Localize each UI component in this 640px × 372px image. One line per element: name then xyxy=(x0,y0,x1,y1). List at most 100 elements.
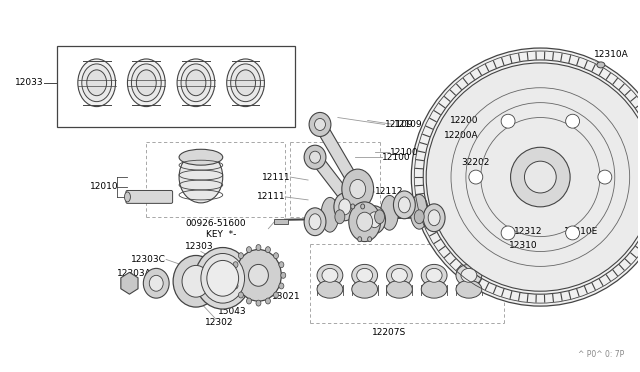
Circle shape xyxy=(412,48,640,306)
Ellipse shape xyxy=(149,275,163,291)
Ellipse shape xyxy=(195,247,250,309)
Ellipse shape xyxy=(233,262,238,268)
Polygon shape xyxy=(315,121,363,192)
Ellipse shape xyxy=(421,280,447,298)
Ellipse shape xyxy=(207,260,239,296)
Ellipse shape xyxy=(182,265,210,297)
Ellipse shape xyxy=(461,268,477,282)
Ellipse shape xyxy=(426,268,442,282)
Circle shape xyxy=(511,147,570,207)
Ellipse shape xyxy=(124,192,131,202)
Ellipse shape xyxy=(246,298,252,304)
Circle shape xyxy=(501,114,515,128)
Text: 12010: 12010 xyxy=(90,183,118,192)
Ellipse shape xyxy=(143,268,169,298)
Ellipse shape xyxy=(367,237,372,242)
Bar xyxy=(57,46,295,128)
Text: ^ P0^ 0: 7P: ^ P0^ 0: 7P xyxy=(578,350,624,359)
Text: KEY  *-: KEY *- xyxy=(205,230,236,239)
Text: 12303: 12303 xyxy=(184,242,213,251)
Ellipse shape xyxy=(351,204,355,209)
Ellipse shape xyxy=(304,208,326,235)
Text: 12312: 12312 xyxy=(513,227,542,236)
Ellipse shape xyxy=(350,179,365,199)
Ellipse shape xyxy=(392,268,407,282)
Ellipse shape xyxy=(310,151,321,163)
Ellipse shape xyxy=(351,196,369,231)
Ellipse shape xyxy=(136,70,156,96)
Text: 12200A: 12200A xyxy=(444,131,478,140)
Ellipse shape xyxy=(456,264,482,286)
Ellipse shape xyxy=(256,300,261,306)
Ellipse shape xyxy=(201,253,244,303)
Ellipse shape xyxy=(381,195,399,230)
Text: 12207S: 12207S xyxy=(372,328,406,337)
Ellipse shape xyxy=(236,250,282,301)
Ellipse shape xyxy=(358,237,362,242)
Ellipse shape xyxy=(179,149,223,165)
Ellipse shape xyxy=(356,268,372,282)
Ellipse shape xyxy=(428,210,440,226)
Text: 12111: 12111 xyxy=(257,192,285,201)
Text: 13021: 13021 xyxy=(273,292,301,301)
Text: 00926-51600: 00926-51600 xyxy=(186,219,246,228)
Text: 12310: 12310 xyxy=(509,241,538,250)
Ellipse shape xyxy=(369,212,381,228)
Ellipse shape xyxy=(173,256,219,307)
Circle shape xyxy=(501,226,515,240)
Ellipse shape xyxy=(364,206,385,234)
Ellipse shape xyxy=(361,204,365,209)
Ellipse shape xyxy=(317,280,343,298)
Circle shape xyxy=(426,63,640,291)
Text: 12302: 12302 xyxy=(205,318,233,327)
Text: 12303C: 12303C xyxy=(131,255,166,264)
Ellipse shape xyxy=(421,264,447,286)
FancyBboxPatch shape xyxy=(126,190,173,203)
Text: 12111: 12111 xyxy=(262,173,290,182)
Ellipse shape xyxy=(248,264,268,286)
Text: 12112: 12112 xyxy=(374,187,403,196)
Polygon shape xyxy=(121,272,138,294)
Ellipse shape xyxy=(78,59,116,107)
Ellipse shape xyxy=(322,268,338,282)
Ellipse shape xyxy=(321,198,339,232)
Ellipse shape xyxy=(339,199,351,215)
Ellipse shape xyxy=(281,272,285,278)
Ellipse shape xyxy=(387,280,412,298)
Ellipse shape xyxy=(317,264,343,286)
Text: 12100: 12100 xyxy=(390,148,418,157)
Ellipse shape xyxy=(177,59,215,107)
Ellipse shape xyxy=(82,64,111,102)
Ellipse shape xyxy=(181,64,211,102)
Ellipse shape xyxy=(256,244,261,250)
Ellipse shape xyxy=(309,112,331,137)
Text: 12200: 12200 xyxy=(450,116,478,125)
Text: 12303A: 12303A xyxy=(116,269,151,278)
Circle shape xyxy=(566,114,580,128)
Ellipse shape xyxy=(387,264,412,286)
Polygon shape xyxy=(310,154,369,225)
Ellipse shape xyxy=(456,280,482,298)
Circle shape xyxy=(469,170,483,184)
Ellipse shape xyxy=(414,210,424,224)
Text: 32202: 32202 xyxy=(461,158,490,167)
Ellipse shape xyxy=(356,212,372,231)
Ellipse shape xyxy=(231,272,236,278)
Ellipse shape xyxy=(239,253,243,259)
Ellipse shape xyxy=(334,193,356,221)
Ellipse shape xyxy=(230,64,260,102)
Text: 12109: 12109 xyxy=(394,120,423,129)
Circle shape xyxy=(598,170,612,184)
Ellipse shape xyxy=(349,202,381,241)
Ellipse shape xyxy=(352,280,378,298)
Ellipse shape xyxy=(246,247,252,253)
Ellipse shape xyxy=(186,70,206,96)
Ellipse shape xyxy=(374,210,385,224)
Ellipse shape xyxy=(227,59,264,107)
Ellipse shape xyxy=(279,262,284,268)
Bar xyxy=(275,219,288,224)
Ellipse shape xyxy=(239,292,243,298)
Ellipse shape xyxy=(273,292,278,298)
Ellipse shape xyxy=(309,214,321,230)
Ellipse shape xyxy=(394,191,415,219)
